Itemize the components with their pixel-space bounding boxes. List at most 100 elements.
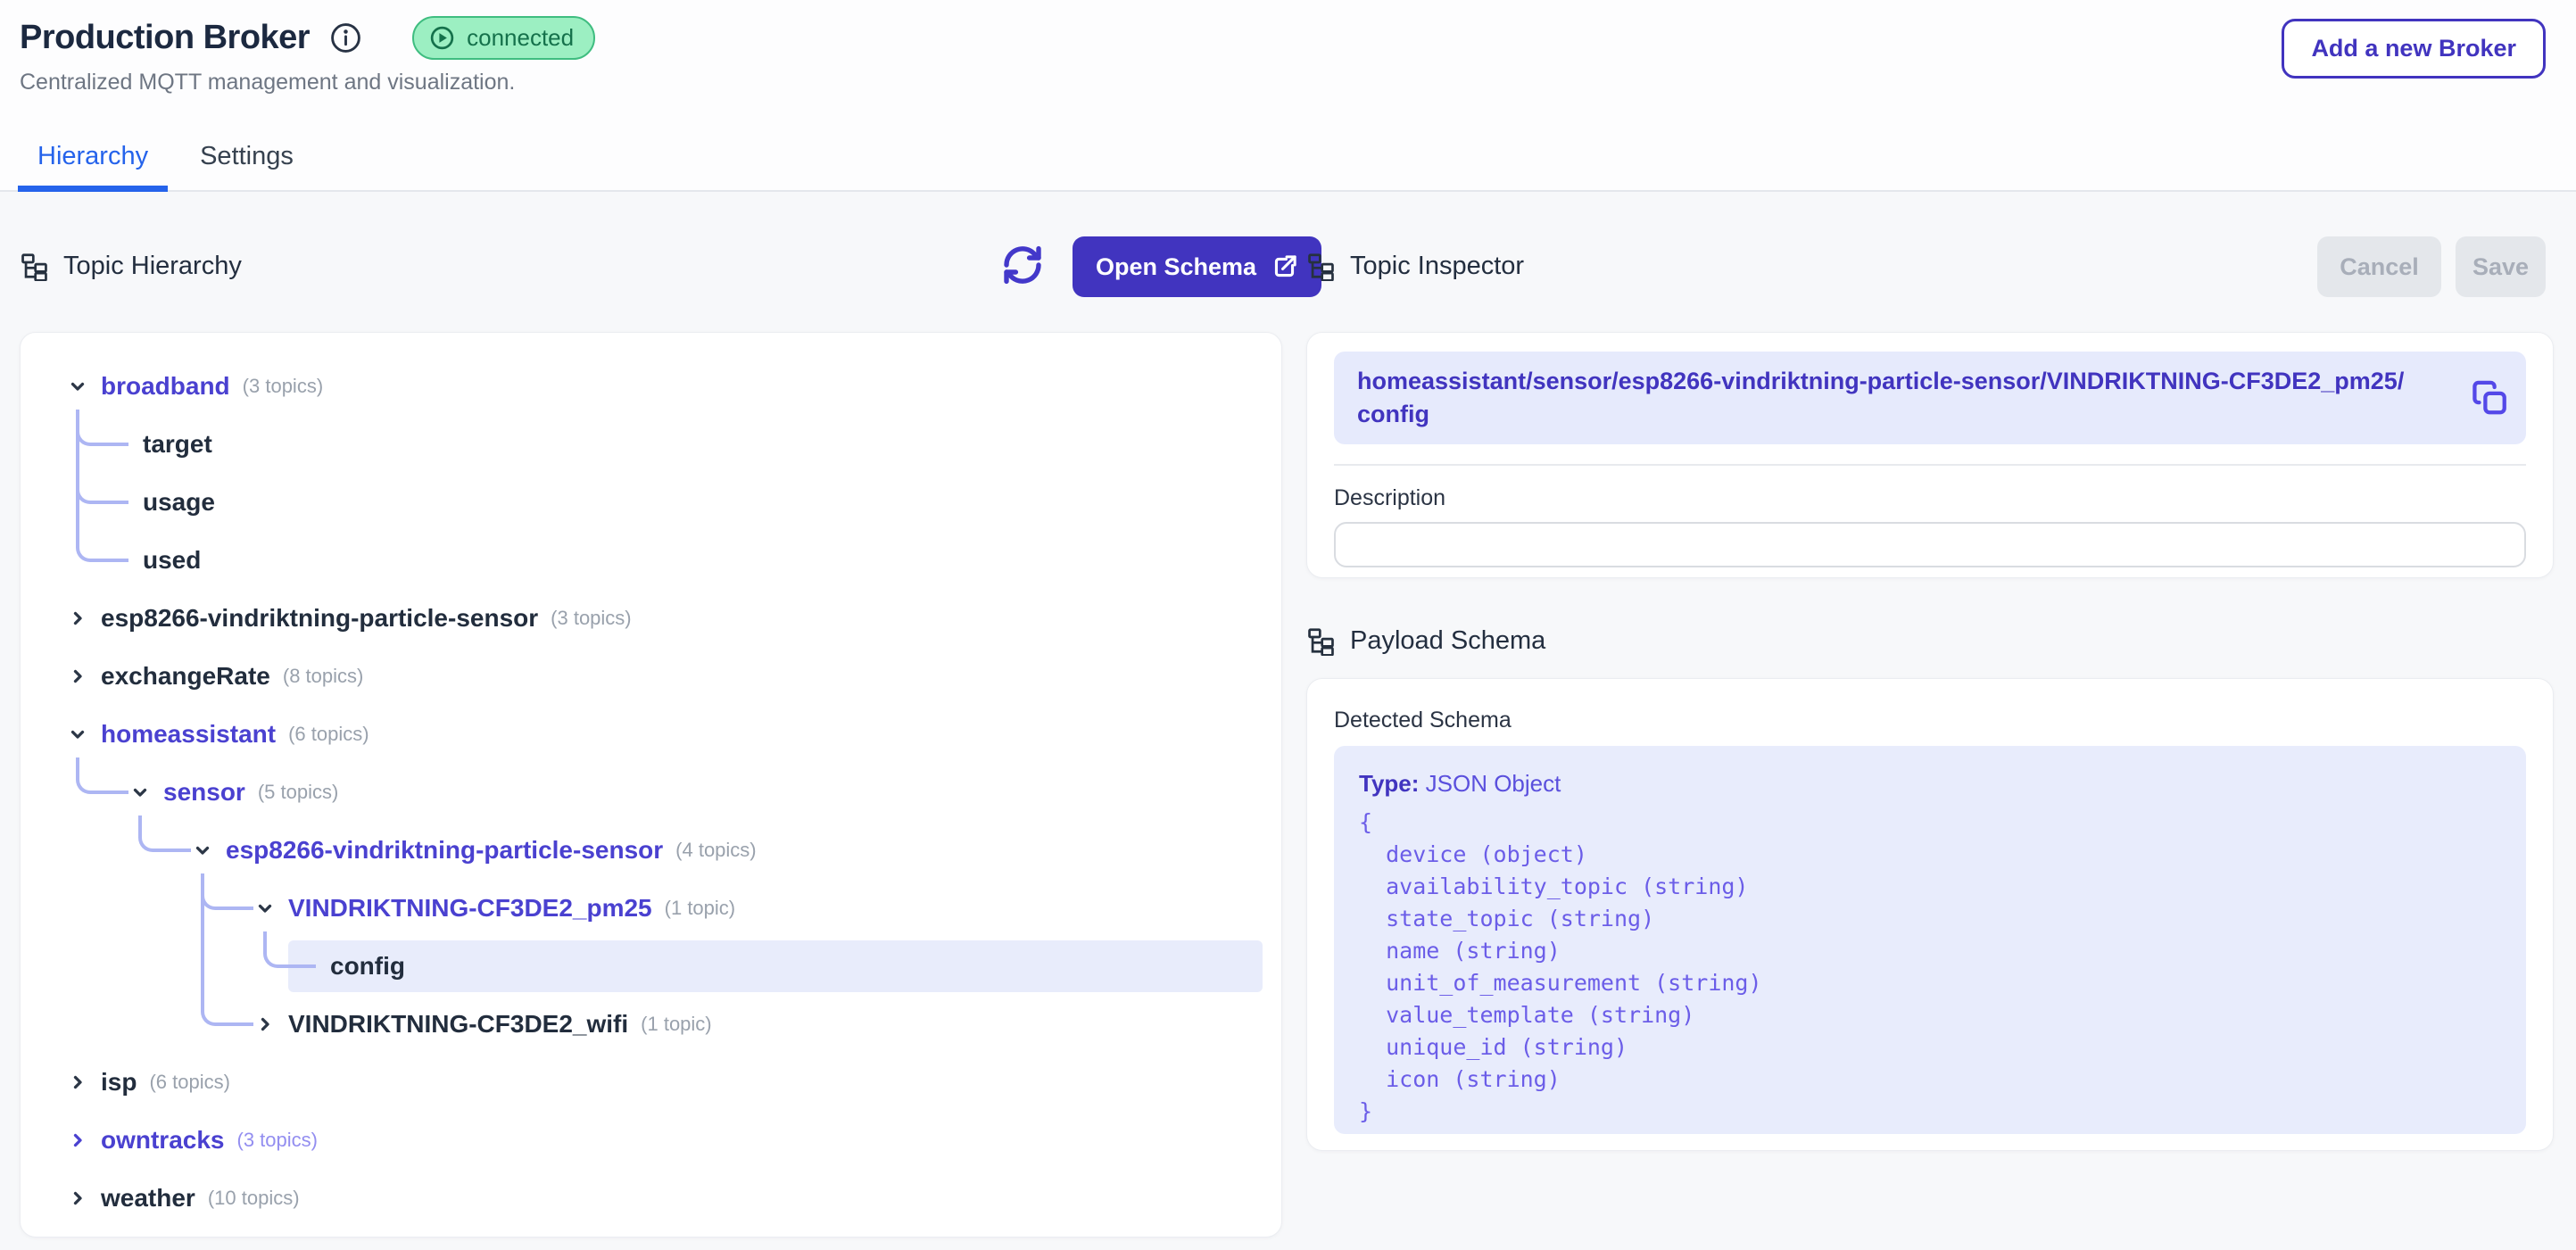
schema-type-line: Type: JSON Object — [1359, 767, 2501, 799]
chevron-down-icon[interactable] — [193, 840, 212, 860]
tab-bar: Hierarchy Settings — [18, 142, 313, 192]
inspector-divider — [1334, 464, 2526, 466]
tree-node-owntracks[interactable]: owntracks (3 topics) — [21, 1115, 1263, 1165]
tree-node-esp8266-vindriktning-particle-sensor[interactable]: esp8266-vindriktning-particle-sensor (3 t… — [21, 593, 1263, 643]
tree-node-broadband[interactable]: broadband (3 topics) — [21, 361, 1263, 411]
description-label: Description — [1334, 485, 1446, 510]
refresh-icon[interactable] — [1001, 244, 1044, 286]
topic-count: (3 topics) — [236, 1129, 318, 1151]
tree-node-sensor[interactable]: sensor (5 topics) — [21, 767, 1263, 817]
chevron-down-icon[interactable] — [130, 782, 150, 802]
tree-connector — [263, 931, 316, 968]
tree-node-exchangeRate[interactable]: exchangeRate (8 topics) — [21, 651, 1263, 701]
tree-connector — [76, 410, 128, 562]
detected-schema-label: Detected Schema — [1334, 708, 1512, 733]
hierarchy-icon — [1308, 627, 1334, 656]
content-area: Topic Hierarchy Open Schema Topic Inspec… — [0, 194, 2576, 1250]
tree-node-VINDRIKTNING-CF3DE2_pm25[interactable]: VINDRIKTNING-CF3DE2_pm25 (1 topic) — [21, 883, 1263, 933]
topic-count: (6 topics) — [288, 723, 369, 745]
schema-body: { device (object) availability_topic (st… — [1359, 809, 1762, 1124]
tree-node-label: VINDRIKTNING-CF3DE2_wifi — [288, 1010, 629, 1038]
tree-node-label: used — [143, 546, 202, 574]
tree-node-esp8266-vindriktning-particle-sensor[interactable]: esp8266-vindriktning-particle-sensor (4 t… — [21, 825, 1263, 875]
tree-node-weather[interactable]: weather (10 topics) — [21, 1173, 1263, 1223]
inspector-title: Topic Inspector — [1350, 251, 1525, 280]
open-schema-button[interactable]: Open Schema — [1073, 236, 1322, 297]
cancel-button[interactable]: Cancel — [2317, 236, 2441, 297]
schema-type-label: Type: — [1359, 770, 1420, 797]
tree-node-label: homeassistant — [101, 720, 277, 748]
chevron-right-icon[interactable] — [68, 666, 87, 686]
hierarchy-icon — [21, 252, 47, 281]
tab-settings[interactable]: Settings — [200, 142, 294, 170]
page-header: Production Broker connected Centralized … — [0, 0, 2576, 192]
chevron-down-icon[interactable] — [68, 377, 87, 396]
payload-schema-header: Payload Schema — [1306, 625, 1545, 657]
tree-node-label: VINDRIKTNING-CF3DE2_pm25 — [288, 894, 652, 922]
topic-count: (10 topics) — [207, 1187, 300, 1209]
topic-count: (8 topics) — [282, 665, 364, 687]
tree-node-label: esp8266-vindriktning-particle-sensor — [101, 604, 539, 632]
chevron-right-icon[interactable] — [68, 1072, 87, 1092]
copy-icon[interactable] — [2472, 380, 2508, 417]
topic-tree: broadband (3 topics) target usage used esp826… — [20, 332, 1282, 1238]
tree-node-label: isp — [101, 1068, 137, 1096]
add-broker-button[interactable]: Add a new Broker — [2282, 19, 2546, 79]
tree-node-label: exchangeRate — [101, 662, 270, 690]
chevron-down-icon[interactable] — [255, 898, 275, 918]
topic-count: (6 topics) — [149, 1071, 230, 1093]
tree-node-target[interactable]: target — [21, 419, 1263, 469]
topic-count: (3 topics) — [551, 607, 632, 629]
inspector-section-header: Topic Inspector — [1306, 250, 1524, 282]
tree-node-label: config — [330, 952, 405, 980]
save-button[interactable]: Save — [2456, 236, 2546, 297]
tree-node-label: target — [143, 430, 212, 458]
tree-node-usage[interactable]: usage — [21, 477, 1263, 527]
topic-count: (5 topics) — [257, 781, 339, 803]
chevron-right-icon[interactable] — [255, 1014, 275, 1034]
tree-node-label: usage — [143, 488, 215, 516]
tree-node-VINDRIKTNING-CF3DE2_wifi[interactable]: VINDRIKTNING-CF3DE2_wifi (1 topic) — [21, 999, 1263, 1049]
chevron-down-icon[interactable] — [68, 724, 87, 744]
status-badge: connected — [412, 16, 596, 60]
selected-row-highlight — [288, 940, 1263, 992]
tree-connector — [201, 873, 253, 1026]
tree-node-label: sensor — [163, 778, 245, 806]
tree-node-homeassistant[interactable]: homeassistant (6 topics) — [21, 709, 1263, 759]
page-subtitle: Centralized MQTT management and visualiz… — [20, 70, 516, 95]
open-schema-label: Open Schema — [1096, 252, 1257, 280]
schema-type-value: JSON Object — [1419, 770, 1561, 797]
tree-node-used[interactable]: used — [21, 535, 1263, 585]
tree-node-label: broadband — [101, 372, 230, 400]
chevron-right-icon[interactable] — [68, 1130, 87, 1150]
payload-schema-title: Payload Schema — [1350, 625, 1546, 655]
hierarchy-icon — [1308, 252, 1334, 281]
page-title: Production Broker — [20, 19, 311, 56]
connected-icon — [430, 26, 454, 50]
status-text: connected — [467, 24, 575, 51]
tree-node-label: esp8266-vindriktning-particle-sensor — [226, 836, 664, 864]
topic-count: (1 topic) — [664, 897, 736, 919]
topic-count: (4 topics) — [675, 839, 757, 861]
tree-connector — [138, 815, 191, 852]
tree-node-label: weather — [101, 1184, 195, 1212]
description-input[interactable] — [1334, 522, 2526, 567]
info-icon[interactable] — [329, 21, 362, 54]
hierarchy-section-header: Topic Hierarchy — [20, 250, 242, 282]
tree-node-isp[interactable]: isp (6 topics) — [21, 1057, 1263, 1107]
external-link-icon — [1274, 254, 1296, 277]
tree-node-label: owntracks — [101, 1126, 225, 1154]
chevron-right-icon[interactable] — [68, 1188, 87, 1208]
topic-inspector-card: homeassistant/sensor/esp8266-vindriktnin… — [1306, 332, 2554, 578]
topic-count: (1 topic) — [641, 1013, 712, 1035]
tab-hierarchy[interactable]: Hierarchy — [18, 142, 169, 192]
tree-connector — [76, 757, 128, 794]
topic-path-box: homeassistant/sensor/esp8266-vindriktnin… — [1334, 352, 2526, 444]
hierarchy-title: Topic Hierarchy — [63, 251, 242, 280]
chevron-right-icon[interactable] — [68, 608, 87, 628]
topic-path: homeassistant/sensor/esp8266-vindriktnin… — [1357, 368, 2405, 427]
tree-node-config[interactable]: config — [21, 941, 1263, 991]
schema-code-box: Type: JSON Object { device (object) avai… — [1334, 746, 2526, 1134]
payload-schema-card: Detected Schema Type: JSON Object { devi… — [1306, 678, 2554, 1151]
topic-count: (3 topics) — [242, 375, 324, 397]
